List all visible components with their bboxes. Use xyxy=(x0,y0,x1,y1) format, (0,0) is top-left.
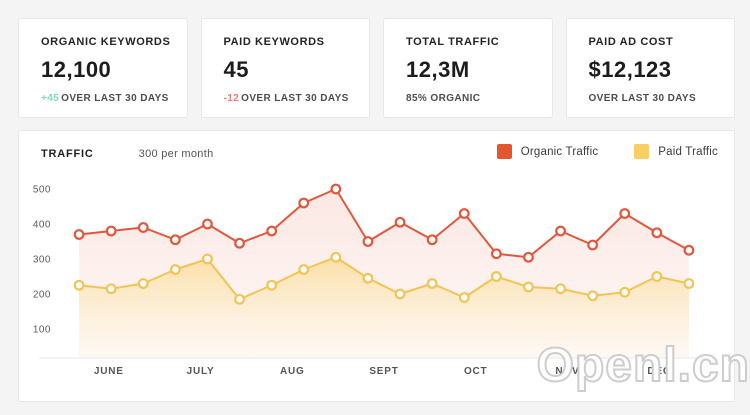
card-paid-ad-cost: PAID AD COST $12,123 OVER LAST 30 DAYS xyxy=(565,18,735,118)
card-subtext: 85% ORGANIC xyxy=(406,93,538,104)
x-month-label: NOV xyxy=(555,366,579,377)
organic-point xyxy=(266,225,278,237)
card-label: PAID KEYWORDS xyxy=(223,36,325,48)
y-tick-label: 200 xyxy=(33,290,51,301)
organic-point xyxy=(651,227,663,239)
organic-point xyxy=(234,237,245,249)
paid-line xyxy=(78,256,690,301)
paid-point xyxy=(523,281,534,293)
x-month-label: DEC xyxy=(647,366,671,377)
paid-point xyxy=(266,279,278,291)
x-month-label: SEPT xyxy=(369,366,398,377)
chart-title: TRAFFIC xyxy=(41,148,94,160)
traffic-line-chart: 500 400 300 200 100 JUNE JULY AUG SEPT OCT NOV DEC xyxy=(33,183,709,377)
card-subtext-label: OVER LAST 30 DAYS xyxy=(61,93,169,104)
paid-swatch-icon xyxy=(634,144,650,159)
paid-point xyxy=(105,283,117,295)
card-value: 12,100 xyxy=(41,57,112,82)
organic-point xyxy=(73,229,85,240)
x-month-label: OCT xyxy=(464,366,488,377)
paid-point xyxy=(619,286,631,298)
dashboard: ORGANIC KEYWORDS 12,100 +45 OVER LAST 30 … xyxy=(18,18,735,402)
y-tick-label: 500 xyxy=(33,185,51,196)
paid-area xyxy=(79,257,689,358)
organic-point xyxy=(202,218,213,230)
organic-point xyxy=(619,208,631,219)
organic-point xyxy=(523,251,534,263)
paid-point xyxy=(394,288,406,300)
card-subtext-label: OVER LAST 30 DAYS xyxy=(241,93,349,104)
paid-point xyxy=(73,279,85,291)
card-label: ORGANIC KEYWORDS xyxy=(41,36,171,48)
organic-point xyxy=(298,197,310,209)
chart-header: TRAFFIC 300 per month xyxy=(41,148,214,160)
x-month-label: JUNE xyxy=(94,366,124,377)
legend-label: Paid Traffic xyxy=(658,145,718,158)
card-label: TOTAL TRAFFIC xyxy=(406,36,500,48)
legend-label: Organic Traffic xyxy=(520,145,599,158)
paid-point xyxy=(651,271,663,282)
traffic-chart-card: TRAFFIC 300 per month Organic Traffic Pa… xyxy=(18,130,735,402)
card-label: PAID AD COST xyxy=(588,36,674,48)
card-value: 45 xyxy=(223,57,249,82)
kpi-cards-row: ORGANIC KEYWORDS 12,100 +45 OVER LAST 30 … xyxy=(18,18,735,118)
card-subtext-label: OVER LAST 30 DAYS xyxy=(588,93,697,104)
card-subtext: OVER LAST 30 DAYS xyxy=(589,93,721,104)
organic-point xyxy=(105,225,117,237)
organic-point xyxy=(362,236,374,247)
card-subtext: +45 OVER LAST 30 DAYS xyxy=(41,93,173,104)
card-value: $12,123 xyxy=(588,57,672,82)
y-tick-label: 100 xyxy=(33,325,51,336)
card-subtext: -12 OVER LAST 30 DAYS xyxy=(224,93,356,104)
organic-point xyxy=(169,234,181,246)
organic-point xyxy=(683,244,695,256)
paid-point xyxy=(169,264,181,275)
card-subtext-label: 85% ORGANIC xyxy=(406,93,481,104)
legend-item-paid[interactable]: Paid Traffic xyxy=(634,144,718,159)
paid-point xyxy=(587,290,599,302)
organic-line xyxy=(78,188,690,259)
organic-point xyxy=(426,234,438,246)
paid-point xyxy=(298,264,310,275)
organic-point xyxy=(330,183,342,195)
x-month-label: AUG xyxy=(280,366,305,377)
paid-point xyxy=(458,292,470,303)
y-tick-label: 400 xyxy=(33,220,51,231)
card-organic-keywords: ORGANIC KEYWORDS 12,100 +45 OVER LAST 30 … xyxy=(18,18,188,118)
paid-point xyxy=(490,271,502,282)
paid-point xyxy=(137,278,149,289)
card-total-traffic: TOTAL TRAFFIC 12,3M 85% ORGANIC xyxy=(383,18,553,118)
chart-legend: Organic Traffic Paid Traffic xyxy=(496,144,718,159)
organic-point xyxy=(394,216,406,228)
paid-point xyxy=(202,253,213,265)
organic-point xyxy=(137,222,149,233)
card-paid-keywords: PAID KEYWORDS 45 -12 OVER LAST 30 DAYS xyxy=(200,18,370,118)
paid-point xyxy=(426,278,438,289)
organic-point xyxy=(458,208,470,219)
paid-point xyxy=(683,278,695,289)
legend-item-organic[interactable]: Organic Traffic xyxy=(496,144,599,159)
y-tick-label: 300 xyxy=(33,255,51,266)
paid-point xyxy=(234,293,245,305)
paid-point xyxy=(555,283,566,295)
paid-point xyxy=(362,272,374,284)
chart-subtitle: 300 per month xyxy=(138,148,214,160)
delta-value: -12 xyxy=(223,93,240,104)
organic-point xyxy=(490,248,502,260)
delta-value: +45 xyxy=(41,93,60,104)
organic-point xyxy=(555,225,566,237)
organic-point xyxy=(587,239,599,251)
organic-swatch-icon xyxy=(496,144,512,159)
x-month-label: JULY xyxy=(187,366,215,377)
card-value: 12,3M xyxy=(406,57,470,82)
paid-point xyxy=(330,251,342,263)
